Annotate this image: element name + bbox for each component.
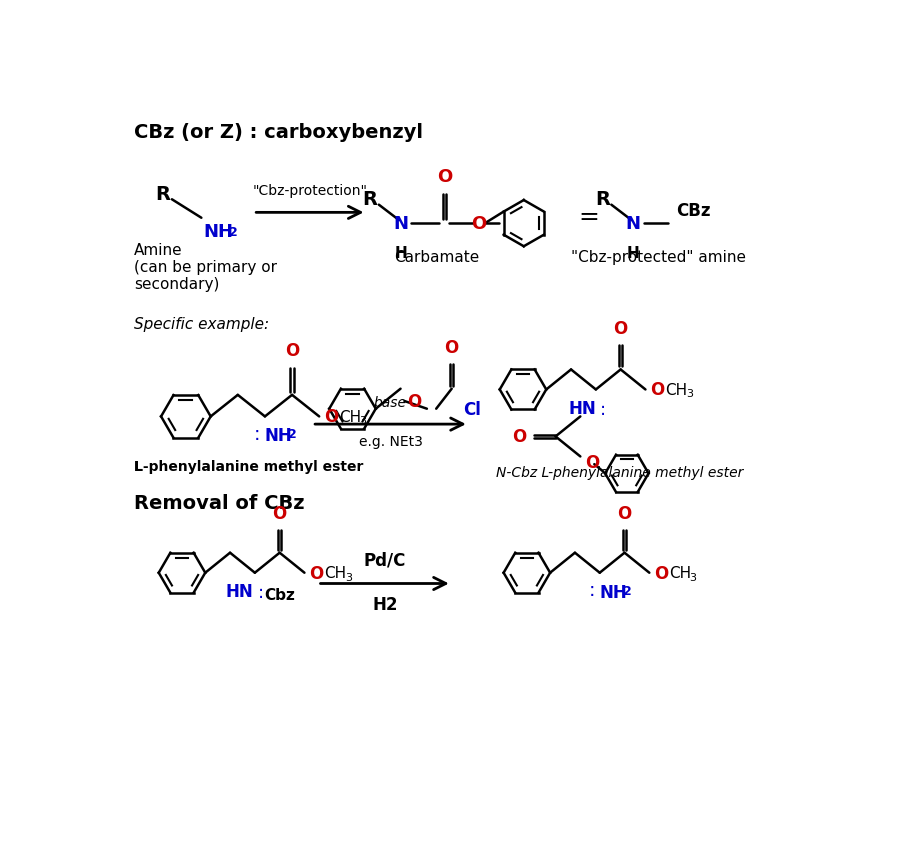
Text: e.g. NEt3: e.g. NEt3 [358, 435, 422, 449]
Text: O: O [471, 215, 487, 233]
Text: O: O [309, 564, 323, 582]
Text: CH: CH [339, 409, 362, 425]
Text: CH: CH [670, 566, 691, 581]
Text: NH: NH [204, 223, 233, 241]
Text: CBz (or Z) : carboxybenzyl: CBz (or Z) : carboxybenzyl [134, 122, 423, 142]
Text: Pd/C: Pd/C [364, 550, 406, 568]
Text: CBz: CBz [675, 201, 710, 219]
Text: O: O [585, 453, 599, 471]
Text: R: R [362, 189, 377, 209]
Text: N: N [626, 215, 640, 233]
Text: O: O [445, 339, 459, 357]
Text: O: O [324, 408, 338, 426]
Text: L-phenylalanine methyl ester: L-phenylalanine methyl ester [134, 459, 364, 473]
Text: Removal of CBz: Removal of CBz [134, 494, 304, 513]
Text: O: O [650, 381, 665, 399]
Text: Cl: Cl [463, 401, 481, 419]
Text: N: N [393, 215, 408, 233]
Text: CH: CH [665, 382, 688, 397]
Text: =: = [578, 205, 599, 229]
Text: 2: 2 [288, 427, 297, 441]
Text: H2: H2 [373, 595, 398, 613]
Text: O: O [437, 167, 453, 185]
Text: O: O [618, 504, 631, 522]
Text: CH: CH [324, 566, 347, 581]
Text: O: O [654, 564, 668, 582]
Text: 3: 3 [345, 572, 352, 582]
Text: R: R [155, 184, 171, 203]
Text: 3: 3 [359, 415, 366, 426]
Text: 2: 2 [229, 226, 238, 239]
Text: L: L [134, 459, 143, 473]
Text: R: R [594, 189, 610, 209]
Text: NH: NH [265, 426, 293, 444]
Text: 3: 3 [686, 389, 692, 399]
Text: O: O [512, 428, 526, 446]
Text: O: O [272, 504, 286, 522]
Text: HN: HN [225, 583, 253, 601]
Text: Specific example:: Specific example: [134, 317, 269, 332]
Text: Cbz: Cbz [264, 587, 295, 602]
Text: :: : [588, 581, 595, 600]
Text: 3: 3 [690, 572, 697, 582]
Text: :: : [258, 583, 264, 602]
Text: NH: NH [600, 583, 628, 601]
Text: HN: HN [568, 399, 596, 417]
Text: :: : [600, 401, 606, 419]
Text: O: O [285, 342, 299, 360]
Text: N-Cbz L-phenylalanine methyl ester: N-Cbz L-phenylalanine methyl ester [496, 466, 744, 479]
Text: Carbamate: Carbamate [394, 249, 480, 264]
Text: base: base [374, 395, 407, 409]
Text: "Cbz-protected" amine: "Cbz-protected" amine [571, 249, 746, 264]
Text: :: : [254, 425, 260, 444]
Text: O: O [613, 320, 628, 338]
Text: 2: 2 [623, 584, 631, 598]
Text: "Cbz-protection": "Cbz-protection" [252, 183, 367, 198]
Text: H: H [394, 246, 407, 260]
Text: H: H [627, 246, 639, 260]
Text: Amine
(can be primary or
secondary): Amine (can be primary or secondary) [134, 242, 277, 292]
Text: O: O [407, 392, 421, 410]
